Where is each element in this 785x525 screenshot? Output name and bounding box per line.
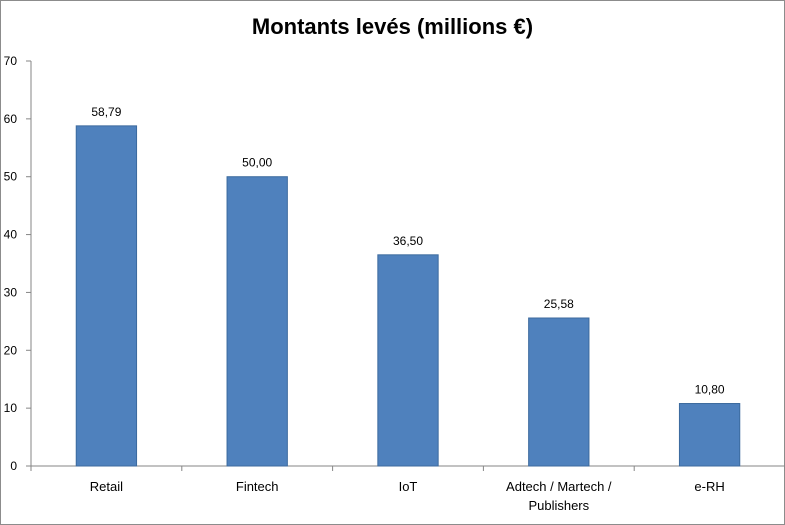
chart-title: Montants levés (millions €): [251, 14, 534, 39]
data-label: 25,58: [544, 297, 574, 311]
x-tick-label: Retail: [90, 479, 123, 494]
data-label: 10,80: [695, 383, 725, 397]
y-tick-label: 50: [4, 170, 18, 184]
x-tick-label: e-RH: [694, 479, 724, 494]
x-tick-label: Fintech: [236, 479, 279, 494]
bar: [528, 317, 590, 467]
y-tick-label: 10: [4, 401, 18, 415]
x-tick-label-line: e-RH: [694, 479, 724, 494]
x-tick-label-line: Adtech / Martech /: [506, 479, 612, 494]
x-tick-label-line: IoT: [399, 479, 418, 494]
y-tick-label: 60: [4, 112, 18, 126]
y-tick-label: 30: [4, 285, 18, 299]
bar: [678, 403, 741, 467]
data-label: 36,50: [393, 234, 423, 248]
x-tick-label-line: Fintech: [236, 479, 279, 494]
bar: [75, 125, 138, 467]
y-tick-label: 40: [4, 228, 18, 242]
data-label: 58,79: [91, 105, 121, 119]
data-label: 50,00: [242, 156, 272, 170]
x-tick-label: IoT: [399, 479, 418, 494]
x-tick-label-line: Retail: [90, 479, 123, 494]
y-tick-label: 20: [4, 343, 18, 357]
x-tick-label-line: Publishers: [528, 498, 589, 513]
bar: [226, 176, 288, 467]
bar: [377, 254, 439, 467]
y-tick-label: 0: [10, 459, 17, 473]
y-tick-label: 70: [4, 54, 18, 68]
x-tick-label: Adtech / Martech / Publishers: [506, 479, 612, 513]
